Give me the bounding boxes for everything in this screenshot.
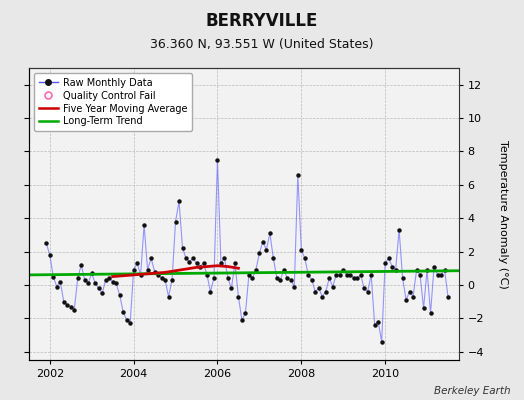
Text: Berkeley Earth: Berkeley Earth (434, 386, 511, 396)
Text: 36.360 N, 93.551 W (United States): 36.360 N, 93.551 W (United States) (150, 38, 374, 51)
Y-axis label: Temperature Anomaly (°C): Temperature Anomaly (°C) (498, 140, 508, 288)
Text: BERRYVILLE: BERRYVILLE (206, 12, 318, 30)
Legend: Raw Monthly Data, Quality Control Fail, Five Year Moving Average, Long-Term Tren: Raw Monthly Data, Quality Control Fail, … (34, 73, 192, 131)
